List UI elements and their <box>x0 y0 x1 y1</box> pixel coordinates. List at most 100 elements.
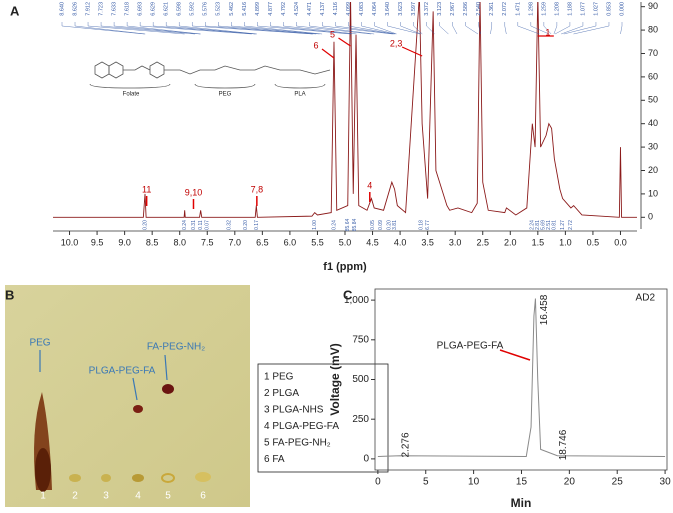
y-tick-label: 1,000 <box>344 295 369 306</box>
x-tick-label: 25 <box>612 477 624 488</box>
peak-connector <box>553 22 558 35</box>
peak-ppm-label: 7.723 <box>99 2 105 16</box>
peak-label: 16.458 <box>539 294 550 325</box>
integral-label: 5.69 <box>541 220 547 230</box>
peak-ppm-label: 7.912 <box>85 2 91 16</box>
peak-ppm-label: 2.361 <box>489 2 495 16</box>
peak-ppm-label: 8.626 <box>72 2 78 16</box>
x-tick-label: 5.5 <box>311 237 324 247</box>
x-tick-label: 9.5 <box>91 237 104 247</box>
integral-label: 0.09 <box>378 220 384 230</box>
lane-label: 2 <box>72 491 78 502</box>
structure-label: PLA <box>294 92 305 98</box>
integral-label: 2.24 <box>530 220 536 230</box>
peak-ppm-label: 5.592 <box>190 2 196 16</box>
integral-label: 0.11 <box>198 220 204 230</box>
peak-ppm-label: 5.462 <box>229 2 235 16</box>
x-tick-label: 2.5 <box>476 237 489 247</box>
peak-connector <box>335 22 394 35</box>
x-tick-label: 6.5 <box>256 237 269 247</box>
peak-annotation: 5 <box>330 29 335 39</box>
x-axis-label: Min <box>511 496 532 510</box>
peak-ppm-label: 4.099 <box>346 2 352 16</box>
peak-ppm-label: 4.137 <box>320 2 326 16</box>
peak-connector <box>561 22 584 35</box>
integral-label: 0.18 <box>418 220 424 230</box>
peak-connector <box>530 22 550 35</box>
x-tick-label: 7.5 <box>201 237 214 247</box>
peak-ppm-label: 3.123 <box>437 2 443 16</box>
legend-box <box>257 363 389 473</box>
peak-label: 2.276 <box>400 432 411 457</box>
peak-connector <box>573 22 610 35</box>
legend-entry: 5 FA-PEG-NH₂ <box>264 438 331 449</box>
integral-label: 0.24 <box>182 220 188 230</box>
y-tick-label: 50 <box>648 95 658 105</box>
peak-annotation: 11 <box>142 184 151 194</box>
peak-connector <box>205 22 314 35</box>
lane-label: 1 <box>40 491 46 502</box>
peak-annotation: 7,8 <box>251 184 264 194</box>
peak-ppm-label: 1.298 <box>528 2 534 16</box>
peak-ppm-label: 3.372 <box>424 2 430 16</box>
peak-connector <box>257 22 351 35</box>
peak-connector <box>296 22 372 35</box>
peak-connector <box>504 22 507 35</box>
peak-ppm-label: 5.576 <box>203 2 209 16</box>
peak-annotation: 6 <box>313 40 318 50</box>
y-tick-label: 60 <box>648 71 658 81</box>
peak-annotation: PLGA-PEG-FA <box>437 341 504 352</box>
peak-connector <box>192 22 313 35</box>
x-tick-label: 8.5 <box>146 237 159 247</box>
peak-ppm-label: 4.524 <box>294 2 300 16</box>
x-tick-label: 6.0 <box>284 237 297 247</box>
peak-ppm-label: 4.064 <box>372 2 378 16</box>
tlc-spots <box>34 384 211 492</box>
peak-connector <box>517 22 540 35</box>
annotation-arrow <box>499 349 531 361</box>
y-tick-label: 0 <box>363 454 369 465</box>
integral-label: 0.20 <box>243 220 249 230</box>
integral-label: 0.81 <box>552 220 558 230</box>
x-tick-label: 10.0 <box>61 237 79 247</box>
integral-label: 0.24 <box>331 220 337 230</box>
spectrum <box>53 2 637 218</box>
integral-label: 0.17 <box>254 220 260 230</box>
x-tick-label: 0.0 <box>614 237 627 247</box>
legend-entry: 3 PLGA-NHS <box>264 405 324 416</box>
peak-ppm-label: 7.618 <box>125 2 131 16</box>
spot-pointers <box>39 350 168 401</box>
lane-label: 5 <box>165 491 171 502</box>
peak-connector <box>74 22 146 35</box>
x-tick-label: 5.0 <box>339 237 352 247</box>
x-tick-label: 4.0 <box>394 237 407 247</box>
legend-entry: 6 FA <box>264 454 285 465</box>
panel-letter: C <box>343 287 353 302</box>
peak-connector <box>490 22 492 35</box>
peak-connector <box>244 22 323 35</box>
annotation-arrow <box>338 37 351 47</box>
x-tick-label: 5 <box>423 477 429 488</box>
peak-connector <box>61 22 145 35</box>
integral-label: 0.31 <box>191 220 197 230</box>
peak-connector <box>387 22 420 35</box>
integral-label: 0.05 <box>370 220 376 230</box>
peak-ppm-label: 2.967 <box>450 2 456 16</box>
peak-connector <box>374 22 397 35</box>
legend-entry: 2 PLGA <box>264 388 299 399</box>
integral-label: 85.84 <box>352 219 358 232</box>
x-tick-label: 10 <box>468 477 480 488</box>
peak-annotation: 1 <box>545 27 550 37</box>
structure-label: PEG <box>219 92 232 98</box>
x-tick-label: 3.5 <box>421 237 434 247</box>
peak-connector <box>113 22 200 35</box>
structure-label: Folate <box>123 92 140 98</box>
peak-connector <box>270 22 352 35</box>
peak-connector <box>100 22 195 35</box>
peak-ppm-label: 1.471 <box>515 2 521 16</box>
lane-label: 4 <box>135 491 141 502</box>
peak-ppm-label: 1.208 <box>554 2 560 16</box>
x-tick-label: 3.0 <box>449 237 462 247</box>
peak-ppm-label: 4.471 <box>307 2 313 16</box>
peak-connector <box>348 22 395 35</box>
